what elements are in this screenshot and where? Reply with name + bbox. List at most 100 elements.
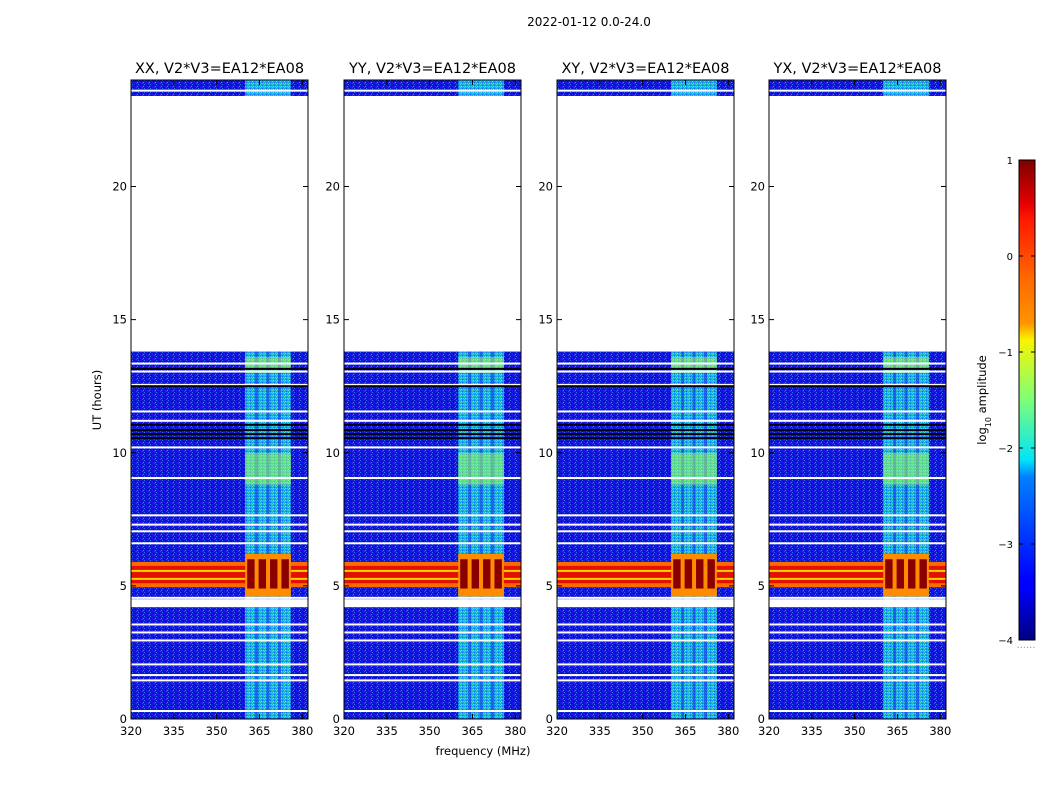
x-tick-label: 320	[546, 724, 568, 738]
flag-line-dark	[131, 423, 308, 426]
flag-line	[769, 631, 946, 634]
flag-line-dark	[557, 367, 734, 370]
flag-line	[131, 446, 308, 449]
strong-rfi-channel	[919, 559, 927, 589]
panel-1: XX, V2*V3=EA12*EA08 0 5 10 15 20 320 335 350 365 3…	[112, 61, 313, 738]
flag-line	[344, 596, 521, 599]
strong-rfi-channel	[483, 559, 491, 589]
flag-line	[131, 370, 308, 373]
data-gap	[131, 95, 308, 352]
colorbar-footer: ......	[1016, 640, 1035, 651]
flag-line	[344, 523, 521, 526]
x-tick-label: 380	[929, 724, 951, 738]
flag-line	[769, 523, 946, 526]
strong-rfi-stripe	[557, 577, 734, 580]
flag-line	[557, 383, 734, 386]
panel-title: XX, V2*V3=EA12*EA08	[135, 61, 304, 77]
strong-rfi-channel	[707, 559, 715, 589]
flag-line-dark	[131, 437, 308, 440]
colorbar-ticks: −4 −3 −2 −1 0 1	[998, 156, 1035, 647]
flag-line	[131, 542, 308, 545]
channel-gap	[692, 351, 696, 719]
flag-line	[557, 639, 734, 642]
flag-line	[131, 477, 308, 480]
y-tick-label: 15	[538, 313, 553, 327]
panel-title: XY, V2*V3=EA12*EA08	[561, 61, 729, 77]
flag-line	[557, 596, 734, 599]
y-tick-label: 0	[333, 712, 340, 726]
panel-4: YX, V2*V3=EA12*EA08 0 5 10 15 20 320 335 350 365 3…	[750, 61, 951, 738]
flag-line	[769, 477, 946, 480]
flag-line	[557, 663, 734, 666]
x-tick-label: 320	[120, 724, 142, 738]
channel-gap	[277, 351, 281, 719]
rfi-bright-patch	[883, 452, 929, 485]
flag-line	[344, 410, 521, 413]
flag-line	[344, 679, 521, 682]
rfi-bright-patch	[671, 452, 717, 485]
flag-line	[344, 542, 521, 545]
x-tick-label: 380	[504, 724, 526, 738]
strong-rfi-stripe	[769, 577, 946, 580]
flag-line	[557, 674, 734, 677]
flag-line-dark	[769, 385, 946, 388]
flag-line	[344, 639, 521, 642]
flag-line	[131, 679, 308, 682]
strong-rfi-stripe	[131, 569, 308, 572]
rfi-bright-patch	[245, 452, 291, 485]
y-tick-label: 20	[538, 180, 553, 194]
y-tick-label: 5	[758, 579, 765, 593]
y-tick-label: 15	[325, 313, 340, 327]
rfi-bright-patch	[458, 452, 504, 485]
colorbar-label: log10 amplitude	[975, 355, 993, 445]
flag-line	[131, 623, 308, 626]
y-tick-label: 5	[120, 579, 127, 593]
flag-block	[769, 599, 946, 608]
x-tick-label: 365	[886, 724, 908, 738]
flag-line	[131, 419, 308, 422]
strong-rfi-stripe	[769, 569, 946, 572]
y-tick-label: 20	[112, 180, 127, 194]
flag-line	[769, 89, 946, 92]
x-tick-label: 350	[844, 724, 866, 738]
flag-line-dark	[557, 433, 734, 436]
x-tick-label: 380	[717, 724, 739, 738]
flag-line-dark	[131, 433, 308, 436]
flag-line	[344, 446, 521, 449]
panel-frame	[556, 79, 735, 720]
x-tick-label: 365	[461, 724, 483, 738]
rfi-band	[671, 80, 717, 96]
x-tick-label: 320	[333, 724, 355, 738]
flag-line-dark	[557, 437, 734, 440]
flag-line-dark	[344, 367, 521, 370]
x-tick-label: 380	[291, 724, 313, 738]
panel-frame	[343, 79, 522, 720]
rfi-band	[458, 80, 504, 96]
flag-line	[769, 446, 946, 449]
x-tick-label: 320	[758, 724, 780, 738]
strong-rfi-channel	[896, 559, 905, 589]
flag-line	[769, 530, 946, 533]
flag-line	[344, 383, 521, 386]
flag-line	[344, 419, 521, 422]
y-tick-label: 15	[112, 313, 127, 327]
flag-line	[557, 710, 734, 713]
strong-rfi-channel	[684, 559, 693, 589]
flag-line	[131, 663, 308, 666]
panel-title: YY, V2*V3=EA12*EA08	[348, 61, 516, 77]
y-tick-label: 5	[546, 579, 553, 593]
strong-rfi-channel	[460, 559, 468, 589]
flag-line	[769, 623, 946, 626]
flag-line-dark	[769, 367, 946, 370]
flag-block	[131, 599, 308, 608]
data-gap	[557, 95, 734, 352]
colorbar-tick-label: −4	[998, 636, 1013, 647]
y-tick-label: 15	[750, 313, 765, 327]
flag-line	[769, 639, 946, 642]
data-gap	[769, 95, 946, 352]
colorbar-tick-label: −3	[998, 540, 1013, 551]
flag-line	[344, 477, 521, 480]
flag-block	[557, 599, 734, 608]
flag-line	[131, 89, 308, 92]
y-tick-label: 5	[333, 579, 340, 593]
